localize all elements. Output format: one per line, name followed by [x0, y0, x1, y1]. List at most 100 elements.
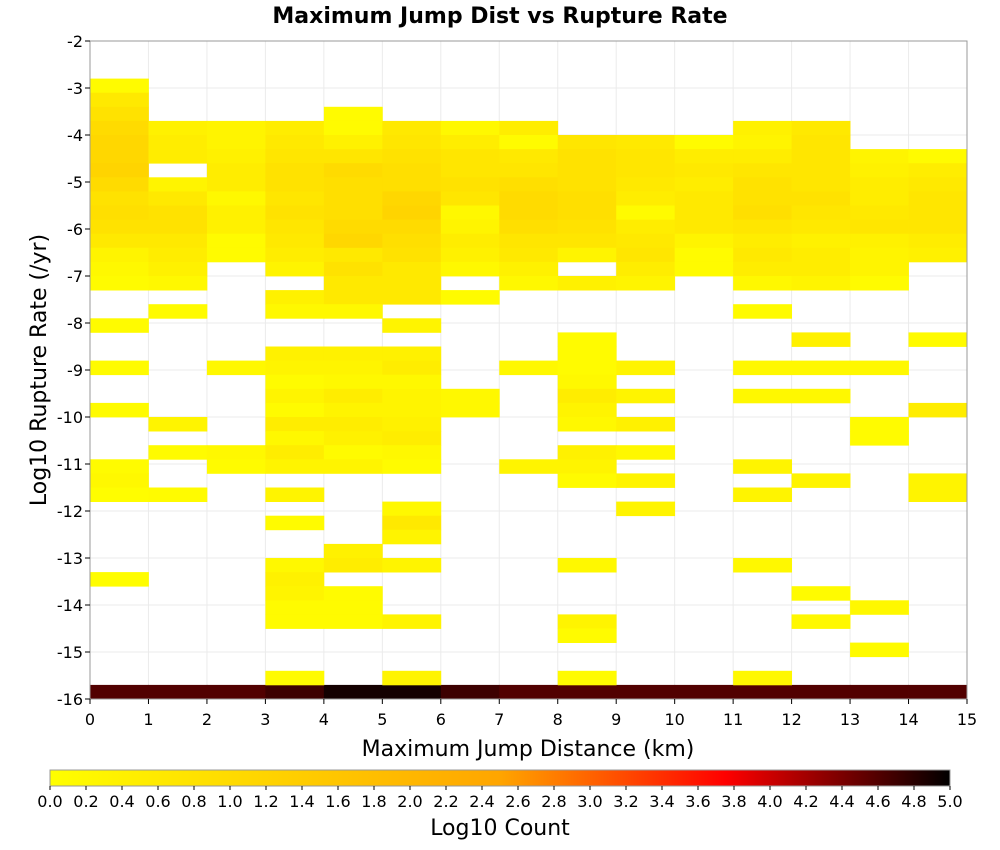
heatmap-cell	[440, 684, 500, 700]
heatmap-cell	[382, 247, 442, 263]
heatmap-cell	[791, 332, 851, 347]
heatmap-cell	[616, 360, 676, 376]
heatmap-cell	[850, 431, 909, 446]
heatmap-cell	[850, 247, 909, 263]
colorbar-tick-label: 2.4	[469, 792, 494, 811]
heatmap-cell	[733, 247, 792, 263]
heatmap-cell	[323, 163, 383, 178]
colorbar-label: Log10 Count	[430, 816, 570, 841]
heatmap-cell	[382, 318, 442, 333]
heatmap-cell	[265, 459, 325, 474]
heatmap-cell	[382, 177, 442, 192]
heatmap-cell	[908, 149, 968, 164]
heatmap-cell	[616, 163, 676, 178]
heatmap-cell	[382, 163, 442, 178]
heatmap-cell	[382, 261, 442, 277]
heatmap-cell	[791, 163, 851, 178]
heatmap-cell	[90, 402, 149, 418]
heatmap-cell	[440, 247, 500, 263]
heatmap-cell	[674, 261, 734, 277]
heatmap-cell	[206, 684, 266, 700]
heatmap-cell	[440, 205, 500, 220]
heatmap-cell	[382, 135, 442, 150]
heatmap-cell	[382, 276, 442, 291]
colorbar-tick-label: 1.2	[253, 792, 278, 811]
heatmap-cell	[323, 276, 383, 291]
heatmap-cell	[499, 233, 559, 249]
heatmap-cell	[791, 120, 851, 136]
colorbar-tick-label: 0.4	[109, 792, 134, 811]
heatmap-cell	[90, 106, 149, 122]
heatmap-cell	[791, 261, 851, 277]
heatmap-cell	[265, 149, 325, 164]
heatmap-cell	[382, 515, 442, 531]
x-tick-label: 6	[436, 710, 446, 729]
colorbar-tick-label: 4.2	[793, 792, 818, 811]
heatmap-cell	[557, 205, 617, 220]
heatmap-cell	[265, 304, 325, 319]
heatmap-cell	[323, 388, 383, 404]
heatmap-cell	[265, 670, 325, 686]
heatmap-cell	[148, 417, 208, 432]
heatmap-cell	[382, 402, 442, 418]
heatmap-cell	[265, 572, 325, 587]
heatmap-cell	[90, 247, 149, 263]
colorbar-tick-label: 5.0	[937, 792, 962, 811]
heatmap-cell	[791, 191, 851, 206]
heatmap-cell	[148, 261, 208, 277]
heatmap-cell	[733, 487, 792, 502]
x-tick-label: 4	[319, 710, 329, 729]
chart-title: Maximum Jump Dist vs Rupture Rate	[272, 4, 727, 29]
heatmap-cell	[733, 163, 792, 178]
heatmap-cell	[148, 684, 208, 700]
heatmap-cell	[323, 177, 383, 192]
heatmap-cell	[733, 233, 792, 249]
heatmap-cell	[616, 135, 676, 150]
heatmap-cell	[265, 684, 325, 700]
heatmap-cell	[206, 135, 266, 150]
heatmap-cell	[791, 684, 851, 700]
heatmap-cell	[265, 600, 325, 615]
heatmap-cell	[674, 219, 734, 235]
colorbar-tick-label: 3.8	[721, 792, 746, 811]
y-tick-label: -7	[67, 267, 83, 286]
heatmap-cell	[382, 346, 442, 361]
heatmap-cell	[499, 360, 559, 376]
heatmap-cell	[323, 106, 383, 122]
heatmap-cell	[440, 149, 500, 164]
heatmap-cell	[557, 163, 617, 178]
heatmap-cell	[206, 120, 266, 136]
heatmap-cell	[791, 276, 851, 291]
heatmap-cell	[382, 205, 442, 220]
x-tick-label: 14	[898, 710, 918, 729]
heatmap-cell	[616, 445, 676, 460]
heatmap-cell	[206, 219, 266, 235]
heatmap-cell	[557, 135, 617, 150]
heatmap-cell	[557, 558, 617, 573]
heatmap-cell	[382, 120, 442, 136]
heatmap-cell	[908, 332, 968, 347]
heatmap-cell	[323, 261, 383, 277]
heatmap-cell	[674, 191, 734, 206]
heatmap-cell	[616, 247, 676, 263]
heatmap-cell	[499, 276, 559, 291]
heatmap-cell	[557, 346, 617, 361]
heatmap-cell	[850, 642, 909, 658]
heatmap-cell	[206, 459, 266, 474]
colorbar-tick-label: 3.6	[685, 792, 710, 811]
heatmap-cell	[791, 205, 851, 220]
heatmap-cell	[148, 205, 208, 220]
heatmap-cell	[265, 261, 325, 277]
heatmap-cell	[908, 473, 968, 488]
heatmap-cell	[265, 402, 325, 418]
colorbar-tick-label: 4.4	[829, 792, 854, 811]
heatmap-cell	[908, 233, 968, 249]
colorbar-tick-label: 4.0	[757, 792, 782, 811]
heatmap-cell	[616, 177, 676, 192]
heatmap-cell	[850, 149, 909, 164]
colorbar-ticks: 0.0 0.2 0.4 0.6 0.8 1.0 1.2 1.4 1.6 1.8 2.0 2.2 2.4 2…	[37, 786, 963, 811]
heatmap-cell	[382, 417, 442, 432]
heatmap-cell	[791, 388, 851, 404]
heatmap-cell	[557, 402, 617, 418]
heatmap-cell	[265, 135, 325, 150]
